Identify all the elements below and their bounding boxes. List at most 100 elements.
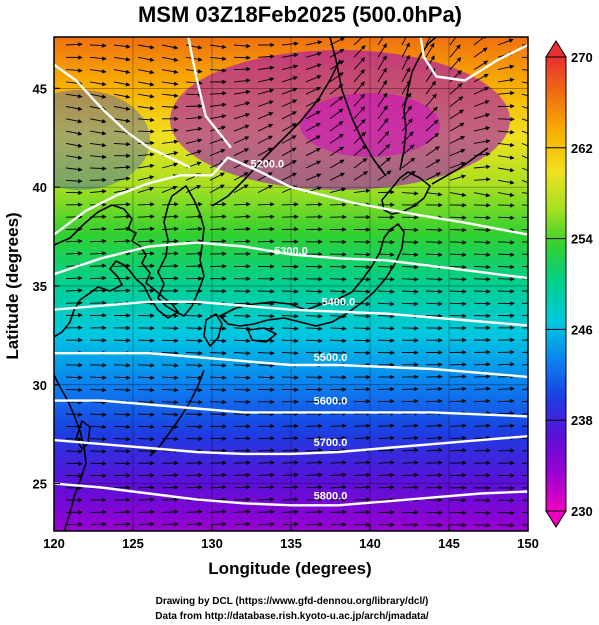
wind-arrow	[137, 226, 155, 232]
wind-arrow	[209, 338, 227, 344]
contour-labels: 5200.0 5300.0 5400.0 5500.0 5600.0 5700.0 5800…	[250, 158, 355, 502]
wind-arrow	[497, 167, 515, 173]
wind-arrow	[425, 277, 443, 282]
wind-arrow	[257, 112, 274, 120]
wind-arrow	[449, 174, 467, 181]
wind-arrow	[329, 264, 347, 270]
wind-arrow	[161, 263, 179, 269]
wind-arrow	[281, 448, 299, 453]
wind-arrow	[449, 192, 467, 198]
wind-arrow	[473, 164, 491, 170]
height-contour-line	[54, 352, 528, 379]
wind-arrow	[305, 326, 323, 331]
wind-arrow	[185, 363, 203, 368]
wind-arrow	[449, 423, 467, 428]
wind-arrow	[113, 118, 131, 123]
wind-arrow	[281, 497, 299, 502]
wind-arrow	[185, 338, 203, 343]
wind-arrow	[185, 226, 203, 232]
height-contours	[54, 37, 528, 507]
wind-arrow	[353, 326, 371, 331]
wind-arrow	[401, 423, 419, 428]
wind-arrow	[353, 119, 366, 132]
wind-arrow	[377, 423, 395, 428]
wind-arrow	[233, 484, 251, 490]
wind-arrow	[257, 54, 275, 59]
wind-arrow	[425, 386, 443, 392]
wind-arrow	[353, 144, 367, 157]
wind-arrow	[185, 149, 202, 157]
wind-arrow	[137, 202, 155, 207]
wind-arrow	[521, 179, 528, 184]
map-title: MSM 03Z18Feb2025 (500.0hPa)	[138, 2, 462, 27]
x-tick-label: 140	[359, 536, 381, 551]
wind-arrow	[137, 238, 155, 244]
wind-arrow	[137, 424, 155, 430]
wind-arrow	[401, 252, 419, 257]
wind-arrow	[449, 122, 465, 132]
wind-arrow	[65, 142, 83, 148]
wind-arrow	[161, 139, 179, 145]
wind-arrow	[401, 448, 419, 453]
coast-sakhalin-russia	[329, 37, 437, 177]
wind-arrow	[113, 202, 131, 207]
wind-arrow	[233, 43, 251, 49]
wind-arrow	[521, 400, 528, 403]
wind-arrow	[89, 81, 107, 87]
contour-label: 5300.0	[274, 245, 308, 257]
y-tick-label: 35	[33, 279, 47, 294]
wind-arrow	[65, 449, 83, 454]
wind-arrow	[377, 189, 395, 195]
wind-arrow	[137, 387, 155, 393]
wind-arrow	[233, 326, 251, 331]
x-tick-label: 120	[43, 536, 65, 551]
wind-arrow	[137, 56, 155, 62]
wind-arrow	[89, 412, 107, 417]
wind-arrow	[473, 177, 491, 182]
colorbar-body	[545, 56, 567, 512]
wind-arrow	[353, 460, 371, 465]
wind-arrow	[473, 398, 491, 404]
wind-arrow	[137, 152, 155, 157]
wind-arrow	[209, 387, 227, 393]
wind-arrow	[473, 240, 491, 245]
wind-arrow	[113, 375, 131, 380]
wind-arrow	[161, 521, 179, 527]
wind-arrow	[209, 485, 227, 490]
wind-arrow	[449, 435, 467, 441]
wind-arrow	[185, 138, 203, 144]
wind-arrow	[497, 522, 515, 528]
wind-arrow	[377, 118, 389, 132]
wind-arrow	[353, 472, 371, 478]
wind-arrow	[329, 423, 347, 429]
wind-arrow	[257, 77, 275, 83]
wind-arrow	[137, 509, 155, 515]
x-tick-label: 145	[438, 536, 460, 551]
wind-arrow	[377, 485, 395, 490]
wind-arrow	[113, 387, 131, 393]
wind-arrow	[209, 68, 227, 73]
wind-arrow	[401, 105, 412, 120]
wind-arrow	[521, 192, 528, 194]
wind-arrow	[185, 115, 203, 120]
wind-arrow	[473, 227, 491, 233]
wind-arrow	[89, 449, 107, 454]
wind-arrow	[65, 42, 83, 47]
wind-arrow	[497, 276, 515, 282]
wind-arrow	[353, 45, 366, 58]
wind-arrow	[161, 185, 178, 194]
wind-arrow	[449, 136, 466, 144]
wind-arrow	[329, 350, 347, 356]
wind-arrow	[65, 155, 83, 160]
colorbar-min-triangle	[545, 510, 567, 528]
wind-arrow	[65, 239, 83, 244]
wind-arrow	[161, 44, 179, 50]
wind-arrow	[449, 109, 464, 120]
wind-arrow	[305, 435, 323, 441]
wind-arrow	[65, 275, 83, 281]
wind-arrow	[257, 460, 275, 465]
height-contour-line	[54, 482, 528, 507]
height-contour-line	[54, 399, 528, 418]
contour-label: 5600.0	[314, 396, 348, 408]
wind-arrow	[89, 189, 107, 194]
